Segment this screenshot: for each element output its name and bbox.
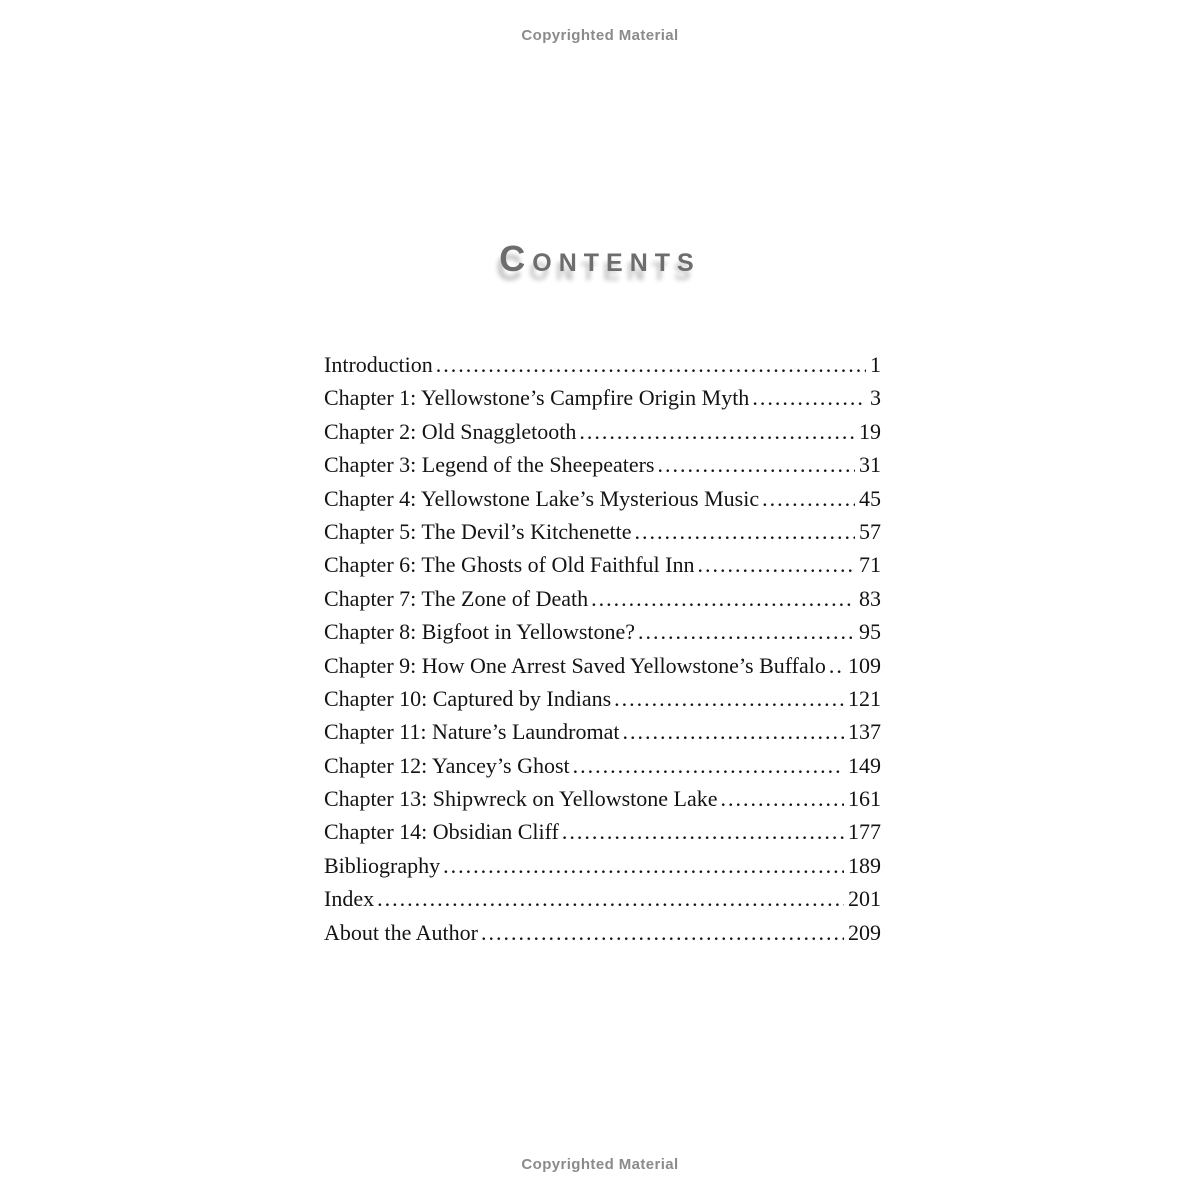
toc-entry: Chapter 7: The Zone of Death 83 bbox=[324, 586, 881, 619]
dot-leader bbox=[436, 352, 866, 378]
toc-entry-title: Chapter 1: Yellowstone’s Campfire Origin… bbox=[324, 385, 750, 411]
toc-entry-title: Introduction bbox=[324, 352, 433, 377]
toc-list: Introduction 1 Chapter 1: Yellowstone’s … bbox=[324, 352, 881, 953]
toc-entry-page: 71 bbox=[859, 552, 881, 578]
page-title: Contents bbox=[499, 238, 701, 279]
toc-entry-title: About the Author bbox=[324, 919, 478, 945]
toc-entry-page: 95 bbox=[859, 619, 881, 645]
toc-entry: Introduction 1 bbox=[324, 352, 881, 385]
toc-entry-title: Chapter 13: Shipwreck on Yellowstone Lak… bbox=[324, 786, 718, 812]
toc-entry: Chapter 2: Old Snaggletooth 19 bbox=[324, 419, 881, 452]
toc-entry-page: 83 bbox=[859, 585, 881, 611]
toc-entry-title: Chapter 6: The Ghosts of Old Faithful In… bbox=[324, 552, 695, 578]
toc-entry: Index 201 bbox=[324, 886, 881, 919]
toc-entry-title: Chapter 10: Captured by Indians bbox=[324, 685, 612, 711]
toc-entry-title: Chapter 8: Bigfoot in Yellowstone? bbox=[324, 619, 636, 645]
toc-entry-page: 57 bbox=[859, 518, 881, 544]
copyright-notice-bottom: Copyrighted Material bbox=[521, 1156, 679, 1173]
dot-leader bbox=[481, 920, 844, 946]
toc-entry: Chapter 13: Shipwreck on Yellowstone Lak… bbox=[324, 786, 881, 819]
toc-entry: Chapter 1: Yellowstone’s Campfire Origin… bbox=[324, 385, 881, 418]
dot-leader bbox=[752, 385, 866, 411]
toc-entry-page: 121 bbox=[848, 685, 881, 711]
toc-entry: Chapter 11: Nature’s Laundromat 137 bbox=[324, 719, 881, 752]
toc-entry-title: Chapter 12: Yancey’s Ghost bbox=[324, 752, 570, 778]
toc-entry-page: 31 bbox=[859, 452, 881, 478]
copyright-notice-top: Copyrighted Material bbox=[521, 27, 679, 44]
toc-entry: Chapter 12: Yancey’s Ghost 149 bbox=[324, 753, 881, 786]
toc-entry-page: 3 bbox=[870, 385, 881, 411]
toc-entry-title: Chapter 7: The Zone of Death bbox=[324, 585, 589, 611]
dot-leader bbox=[721, 786, 845, 812]
toc-entry-page: 149 bbox=[848, 752, 881, 778]
toc-entry-title: Chapter 9: How One Arrest Saved Yellowst… bbox=[324, 652, 826, 678]
toc-entry-title: Chapter 11: Nature’s Laundromat bbox=[324, 719, 620, 745]
toc-entry: Chapter 9: How One Arrest Saved Yellowst… bbox=[324, 653, 881, 686]
toc-entry-page: 137 bbox=[848, 719, 881, 745]
dot-leader bbox=[657, 452, 855, 478]
toc-entry: Chapter 6: The Ghosts of Old Faithful In… bbox=[324, 552, 881, 585]
dot-leader bbox=[443, 853, 844, 879]
toc-entry-title: Chapter 4: Yellowstone Lake’s Mysterious… bbox=[324, 485, 760, 511]
toc-entry-page: 45 bbox=[859, 485, 881, 511]
toc-entry: Chapter 8: Bigfoot in Yellowstone? 95 bbox=[324, 619, 881, 652]
dot-leader bbox=[614, 686, 844, 712]
toc-entry-page: 189 bbox=[848, 852, 881, 878]
dot-leader bbox=[562, 819, 844, 845]
toc-entry: Chapter 4: Yellowstone Lake’s Mysterious… bbox=[324, 486, 881, 519]
toc-entry: Chapter 10: Captured by Indians 121 bbox=[324, 686, 881, 719]
toc-entry-page: 109 bbox=[848, 652, 881, 678]
toc-entry-page: 209 bbox=[848, 919, 881, 945]
toc-entry-page: 201 bbox=[848, 886, 881, 912]
toc-entry-page: 1 bbox=[870, 352, 881, 377]
dot-leader bbox=[591, 586, 855, 612]
toc-entry-title: Chapter 5: The Devil’s Kitchenette bbox=[324, 518, 632, 544]
dot-leader bbox=[829, 653, 844, 679]
toc-entry: Bibliography 189 bbox=[324, 853, 881, 886]
dot-leader bbox=[698, 552, 856, 578]
toc-entry-title: Index bbox=[324, 886, 375, 912]
toc-entry-title: Chapter 2: Old Snaggletooth bbox=[324, 418, 577, 444]
dot-leader bbox=[635, 519, 855, 545]
toc-entry-title: Bibliography bbox=[324, 852, 441, 878]
dot-leader bbox=[623, 719, 845, 745]
dot-leader bbox=[638, 619, 855, 645]
toc-entry: About the Author 209 bbox=[324, 920, 881, 953]
dot-leader bbox=[573, 753, 844, 779]
dot-leader bbox=[377, 886, 844, 912]
toc-entry-page: 19 bbox=[859, 418, 881, 444]
toc-entry: Chapter 5: The Devil’s Kitchenette 57 bbox=[324, 519, 881, 552]
dot-leader bbox=[579, 419, 855, 445]
toc-entry-page: 161 bbox=[848, 786, 881, 812]
toc-entry-page: 177 bbox=[848, 819, 881, 845]
toc-entry-title: Chapter 3: Legend of the Sheepeaters bbox=[324, 452, 655, 478]
toc-entry: Chapter 3: Legend of the Sheepeaters 31 bbox=[324, 452, 881, 485]
dot-leader bbox=[762, 486, 855, 512]
toc-entry: Chapter 14: Obsidian Cliff 177 bbox=[324, 819, 881, 852]
toc-entry-title: Chapter 14: Obsidian Cliff bbox=[324, 819, 559, 845]
